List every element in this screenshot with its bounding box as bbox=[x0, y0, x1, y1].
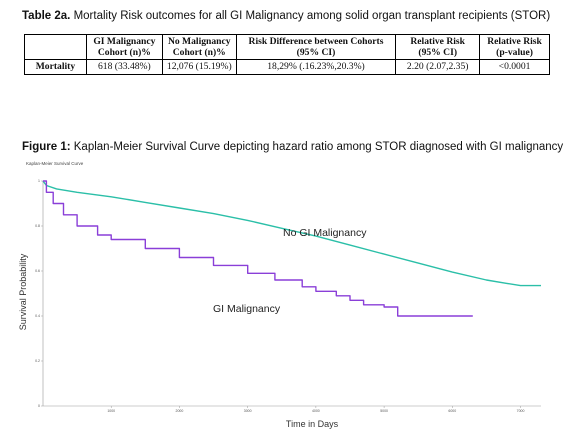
y-axis-label: Survival Probability bbox=[18, 253, 28, 330]
header-relative-risk-p: Relative Risk (p-value) bbox=[479, 34, 550, 60]
table-header-row: GI Malignancy Cohort (n)% No Malignancy … bbox=[24, 34, 550, 60]
x-tick-label: 7000 bbox=[517, 409, 525, 413]
cell-relative-risk-p: <0.0001 bbox=[479, 59, 550, 75]
y-tick-label: 0 bbox=[38, 404, 40, 408]
series-label-no-gi-malignancy: No GI Malignancy bbox=[283, 227, 367, 239]
x-tick-label: 2000 bbox=[176, 409, 184, 413]
chart-labels: No GI Malignancy GI Malignancy Time in Day… bbox=[18, 227, 367, 429]
y-tick-label: 0.2 bbox=[35, 359, 40, 363]
series-label-gi-malignancy: GI Malignancy bbox=[213, 303, 281, 315]
y-tick-label: 1 bbox=[38, 179, 40, 183]
figure-title: Figure 1: Kaplan-Meier Survival Curve de… bbox=[22, 141, 563, 153]
figure-title-text: Kaplan-Meier Survival Curve depicting ha… bbox=[70, 141, 564, 153]
chart-axes bbox=[42, 181, 541, 407]
table-row: Mortality 618 (33.48%) 12,076 (15.19%) 1… bbox=[24, 59, 550, 75]
x-tick-label: 3000 bbox=[244, 409, 252, 413]
table-title-bold: Table 2a. bbox=[22, 10, 71, 22]
chart-ticks: 1000 2000 3000 4000 5000 6000 7000 0 0.2 0.4 0.6 0.… bbox=[35, 179, 524, 413]
table-title: Table 2a. Mortality Risk outcomes for al… bbox=[22, 10, 550, 22]
x-tick-label: 4000 bbox=[312, 409, 320, 413]
chart-subtitle: Kaplan-Meier Survival Curve bbox=[26, 161, 84, 166]
x-tick-label: 6000 bbox=[448, 409, 456, 413]
y-tick-label: 0.4 bbox=[35, 314, 40, 318]
header-relative-risk-ci: Relative Risk (95% CI) bbox=[395, 34, 481, 60]
series-line-no-gi-malignancy bbox=[42, 180, 541, 287]
mortality-risk-table: GI Malignancy Cohort (n)% No Malignancy … bbox=[24, 34, 550, 75]
row-label: Mortality bbox=[24, 59, 87, 75]
cell-no-malignancy-cohort: 12,076 (15.19%) bbox=[161, 59, 237, 75]
header-risk-difference: Risk Difference between Cohorts (95% CI) bbox=[235, 34, 397, 60]
figure-title-bold: Figure 1: bbox=[22, 141, 71, 153]
chart-series bbox=[42, 180, 541, 317]
y-tick-label: 0.6 bbox=[35, 269, 40, 273]
table-title-text: Mortality Risk outcomes for all GI Malig… bbox=[70, 10, 551, 22]
x-tick-label: 1000 bbox=[107, 409, 115, 413]
y-tick-label: 0.8 bbox=[35, 224, 40, 228]
x-axis-label: Time in Days bbox=[286, 419, 339, 429]
x-tick-label: 5000 bbox=[380, 409, 388, 413]
series-line-gi-malignancy bbox=[43, 180, 473, 317]
